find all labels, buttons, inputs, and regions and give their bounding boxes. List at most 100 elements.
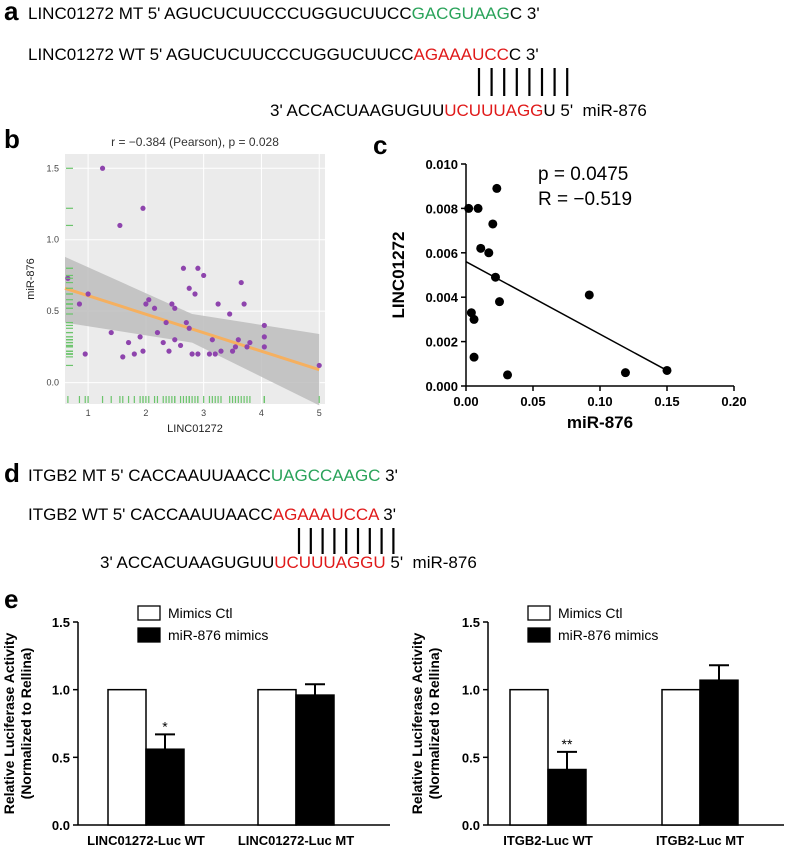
data-point	[241, 301, 247, 307]
legend-label-mimics: miR-876 mimics	[168, 627, 268, 643]
mir-d-suffix: 5' miR-876	[385, 553, 477, 572]
x-tick-label: 0.15	[654, 394, 679, 409]
x-tick-label: 0.20	[721, 394, 746, 409]
bar-mir876-mimics	[699, 679, 739, 826]
data-point	[108, 329, 114, 336]
confidence-band	[65, 256, 320, 406]
data-point	[146, 297, 152, 303]
data-point	[206, 351, 213, 357]
mir-d-site: UCUUUAGGU	[274, 553, 386, 572]
itgb2-mt-suffix: 3'	[380, 466, 398, 485]
data-point	[484, 248, 494, 258]
data-point	[212, 351, 218, 357]
x-tick-label: 0.10	[587, 394, 612, 409]
data-point	[261, 334, 267, 340]
data-point	[244, 344, 250, 350]
data-point	[238, 279, 244, 286]
data-point	[137, 334, 143, 340]
linc-mt-suffix: C 3'	[509, 4, 540, 23]
bar-mimics-ctl	[661, 688, 701, 826]
legend-label-ctl: Mimics Ctl	[558, 605, 623, 621]
x-category-label: LINC01272-Luc MT	[238, 833, 354, 848]
data-point	[227, 311, 233, 317]
data-point	[151, 305, 158, 311]
y-tick-label: 0.002	[425, 335, 458, 350]
data-point	[232, 344, 239, 350]
x-tick-label: 1	[86, 408, 91, 418]
x-category-label: ITGB2-Luc MT	[656, 833, 744, 848]
legend-swatch-ctl	[137, 605, 161, 621]
data-point	[85, 291, 91, 297]
data-point	[160, 339, 166, 346]
panel-letter-e: e	[4, 584, 19, 614]
y-axis-label-line2: (Normalized to Rellina)	[18, 648, 34, 800]
data-point	[215, 301, 221, 307]
data-point	[235, 337, 241, 343]
itgb2-wt-site: AGAAAUCCA	[272, 505, 379, 524]
linc-wt-sequence: LINC01272 WT 5' AGUCUCUUCCCUGGUCUUCCAGAA…	[28, 45, 539, 65]
x-tick-label: 5	[317, 408, 322, 418]
data-point	[469, 314, 479, 324]
linc-wt-prefix: LINC01272 WT 5' AGUCUCUUCCCUGGUCUUCC	[28, 45, 414, 64]
bar-mir876-mimics	[547, 768, 587, 826]
scatter-chart-b: r = −0.384 (Pearson), p = 0.028 1 2 3 4 5 0.0 0…	[25, 135, 325, 435]
y-axis-label-line2: (Normalized to Rellina)	[426, 648, 442, 800]
data-point	[473, 203, 483, 213]
linc-wt-site: AGAAAUCC	[413, 45, 509, 64]
panel-letter-b: b	[4, 124, 20, 154]
data-point	[186, 285, 192, 291]
data-point	[82, 351, 88, 357]
data-point	[209, 337, 215, 343]
y-tick-label: 0.5	[46, 306, 59, 316]
panel-letter-c: c	[373, 130, 388, 160]
y-axis-label: miR-876	[25, 258, 37, 300]
itgb2-mt-prefix: ITGB2 MT 5' CACCAAUUAACC	[28, 466, 271, 485]
legend-label-mimics: miR-876 mimics	[558, 627, 658, 643]
y-tick-label: 0.000	[425, 379, 458, 394]
mir-a-site: UCUUUAGG	[444, 101, 544, 120]
itgb2-mt-sequence: ITGB2 MT 5' CACCAAUUAACCUAGCCAAGC 3'	[28, 466, 398, 486]
data-point	[140, 348, 146, 354]
y-tick-label: 1.5	[46, 163, 59, 173]
itgb2-pairing-lines	[297, 528, 395, 554]
y-tick-label: 0.0	[52, 818, 70, 833]
data-point	[117, 222, 123, 229]
mir876-sequence-d: 3' ACCACUAAGUGUUUCUUUAGGU 5' miR-876	[100, 553, 477, 573]
data-point	[488, 219, 498, 229]
itgb2-wt-prefix: ITGB2 WT 5' CACCAAUUAACC	[28, 505, 273, 524]
data-point	[495, 297, 504, 307]
bar-mir876-mimics	[145, 748, 185, 826]
data-point	[584, 290, 594, 300]
bar-mir876-mimics	[295, 694, 335, 826]
data-point	[261, 322, 267, 329]
y-tick-label: 1.0	[46, 235, 59, 245]
y-tick-label: 0.008	[425, 201, 458, 216]
x-axis-label: miR-876	[567, 413, 633, 432]
data-point	[169, 301, 175, 307]
data-point	[140, 205, 146, 211]
y-tick-label: 1.5	[52, 615, 70, 630]
linc-mt-prefix: LINC01272 MT 5' AGUCUCUUCCCUGGUCUUCC	[28, 4, 412, 23]
x-tick-label: 3	[201, 408, 206, 418]
y-tick-label: 0.004	[425, 290, 458, 305]
y-tick-label: 0.0	[46, 378, 59, 388]
y-axis-label: LINC01272	[389, 232, 408, 319]
y-tick-label: 1.0	[52, 683, 70, 698]
data-point	[183, 319, 189, 326]
data-point	[261, 344, 267, 350]
data-point	[166, 348, 172, 354]
data-point	[76, 301, 83, 307]
data-point	[229, 348, 236, 354]
data-point	[464, 203, 474, 213]
y-tick-label: 0.5	[52, 750, 70, 765]
data-point	[192, 291, 198, 297]
data-point	[247, 339, 253, 346]
x-category-label: ITGB2-Luc WT	[503, 833, 593, 848]
data-point	[154, 329, 161, 336]
linc-pairing-lines	[477, 68, 569, 96]
data-point	[316, 362, 322, 369]
y-tick-label: 0.006	[425, 246, 458, 261]
bar-mimics-ctl	[257, 688, 297, 826]
mir-d-prefix: 3' ACCACUAAGUGUU	[100, 553, 275, 572]
data-point	[201, 272, 207, 279]
